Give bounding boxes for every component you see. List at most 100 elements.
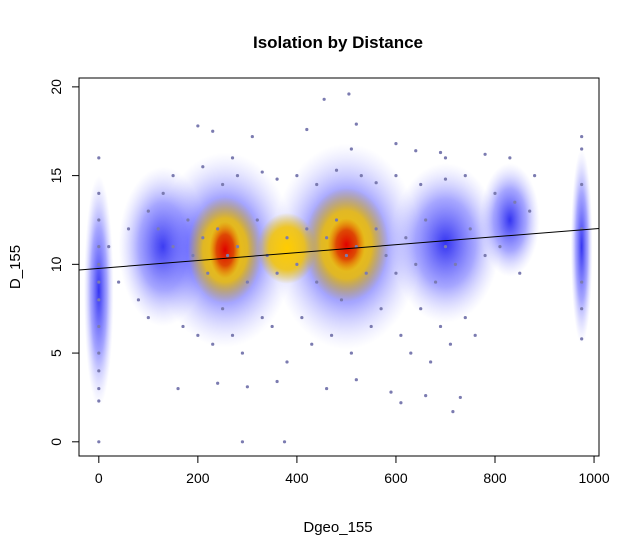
y-tick-label: 0 <box>48 438 64 446</box>
data-point <box>97 324 101 329</box>
x-tick-label: 400 <box>285 470 309 486</box>
data-point <box>404 236 408 240</box>
data-point <box>443 156 448 160</box>
data-point <box>216 381 220 385</box>
data-point <box>191 253 195 258</box>
data-point <box>414 262 418 266</box>
data-point <box>97 280 101 284</box>
data-point <box>483 152 487 156</box>
data-point <box>580 182 584 187</box>
x-tick-label: 0 <box>95 470 103 486</box>
x-axis: 0 200 400 600 800 1000 <box>95 456 610 486</box>
data-point <box>221 182 225 187</box>
data-point <box>354 378 358 382</box>
data-point <box>255 218 259 222</box>
density-core-bridge <box>257 212 317 284</box>
data-point <box>186 218 190 222</box>
data-point <box>240 351 245 355</box>
data-point <box>424 218 428 222</box>
plot-frame <box>78 77 600 457</box>
data-point <box>235 244 240 249</box>
data-point <box>580 280 584 284</box>
data-point <box>580 307 584 311</box>
data-point <box>305 227 309 231</box>
data-point <box>498 244 502 249</box>
data-point <box>275 271 279 275</box>
data-point <box>374 227 378 231</box>
data-point <box>399 401 403 405</box>
data-point <box>295 174 299 178</box>
data-point <box>230 333 235 337</box>
y-tick-label: 10 <box>48 256 64 272</box>
data-point <box>201 165 205 169</box>
density-blob-far-right <box>480 163 540 277</box>
data-point <box>473 333 477 337</box>
data-point <box>493 191 497 195</box>
data-point <box>235 174 240 178</box>
data-point <box>315 182 319 187</box>
data-point <box>176 386 180 391</box>
chart-title: Isolation by Distance <box>253 33 423 52</box>
data-point <box>97 399 101 403</box>
data-point <box>453 262 457 266</box>
data-point <box>97 351 101 355</box>
data-point <box>260 170 264 174</box>
data-point <box>347 92 351 96</box>
y-tick-label: 5 <box>48 349 64 357</box>
data-point <box>146 315 150 320</box>
data-point <box>97 369 101 373</box>
data-point <box>206 271 210 275</box>
data-point <box>443 244 448 249</box>
data-point <box>97 156 101 160</box>
data-point <box>117 280 121 284</box>
data-point <box>438 324 443 329</box>
data-point <box>97 298 101 302</box>
density-blob-right <box>391 163 500 323</box>
y-tick-label: 15 <box>48 168 64 184</box>
data-point <box>438 150 443 155</box>
data-point <box>282 440 287 444</box>
data-point <box>384 253 388 258</box>
y-axis: 0 5 10 15 20 <box>48 79 79 446</box>
data-point <box>364 271 368 275</box>
data-point <box>97 440 101 444</box>
data-point <box>374 181 378 185</box>
density-blob-left-edge <box>83 175 114 407</box>
data-point <box>315 280 319 284</box>
data-point <box>369 324 373 329</box>
data-point <box>354 122 358 126</box>
data-point <box>533 174 537 178</box>
data-point <box>518 271 522 275</box>
y-axis-title: D_155 <box>7 245 24 289</box>
data-point <box>181 324 185 329</box>
data-point <box>394 142 398 146</box>
data-point <box>171 244 175 249</box>
data-point <box>295 262 299 266</box>
data-point <box>196 124 200 128</box>
data-point <box>528 209 532 213</box>
x-tick-label: 600 <box>384 470 408 486</box>
data-point <box>429 360 433 364</box>
data-point <box>146 209 150 213</box>
data-point <box>260 315 264 320</box>
density-peak-west <box>209 221 241 279</box>
data-point <box>399 333 403 337</box>
data-point <box>508 156 512 160</box>
data-point <box>126 227 131 231</box>
data-point <box>463 315 467 320</box>
data-point <box>329 333 334 337</box>
data-point <box>240 440 245 444</box>
data-point <box>443 177 448 181</box>
data-point <box>270 324 274 329</box>
data-point <box>97 262 101 266</box>
data-point <box>325 236 329 240</box>
data-point <box>458 395 462 400</box>
data-point <box>433 280 438 284</box>
data-point <box>97 244 101 249</box>
density-blob-edge <box>570 148 593 345</box>
data-point <box>448 342 453 346</box>
data-point <box>285 236 289 240</box>
data-point <box>419 307 423 311</box>
data-point <box>136 298 141 302</box>
regression-line <box>79 227 599 271</box>
